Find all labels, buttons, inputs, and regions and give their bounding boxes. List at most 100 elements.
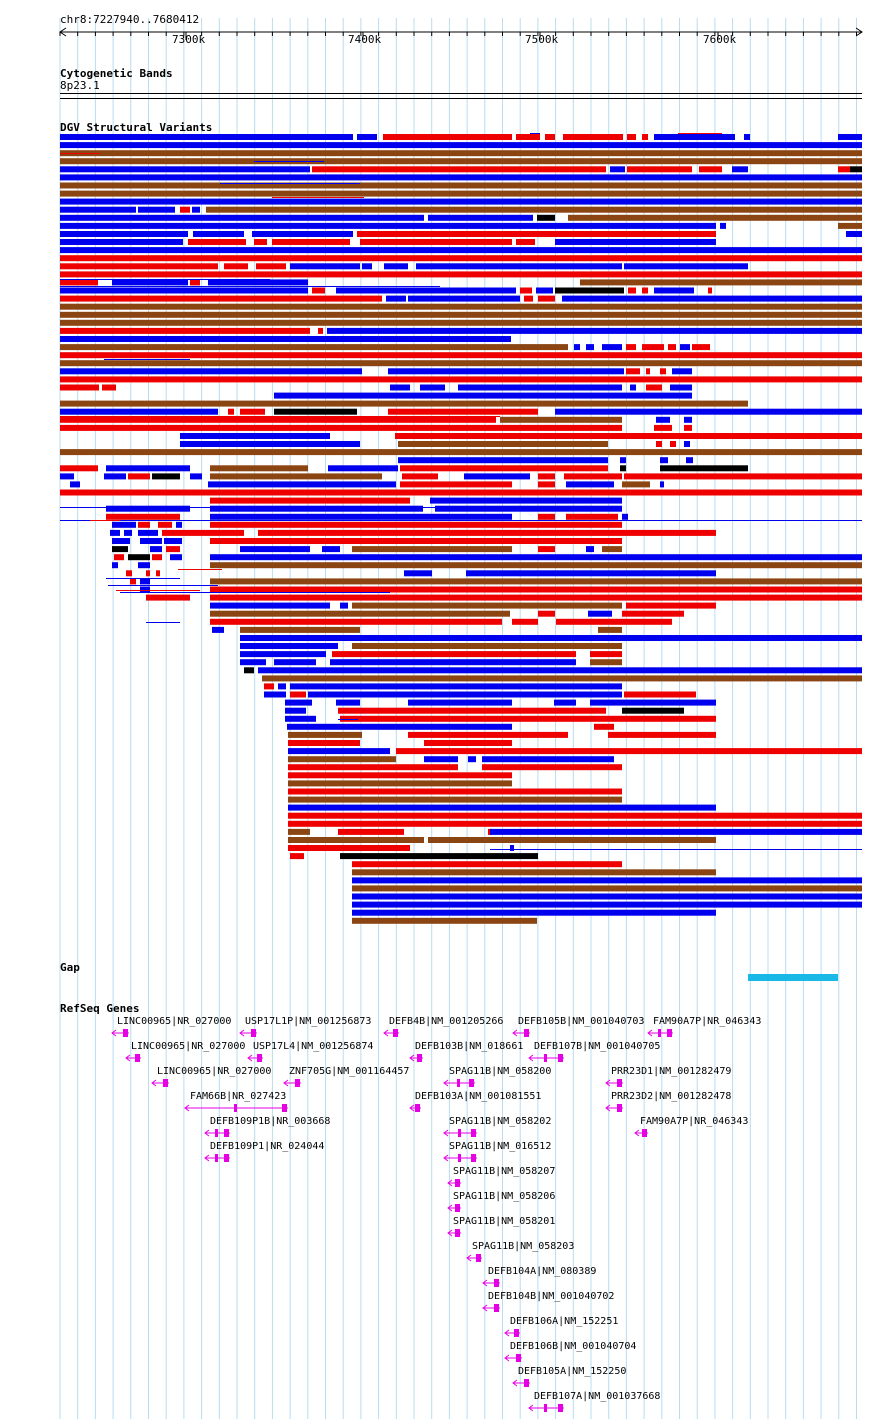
dgv-variant-r48-s2[interactable] — [158, 521, 172, 528]
dgv-variant-r0-s3[interactable] — [516, 134, 540, 140]
dgv-variant-r24-s1[interactable] — [318, 327, 323, 334]
dgv-variant-r26-s3[interactable] — [602, 344, 622, 351]
dgv-variant-r41-s4[interactable] — [400, 465, 608, 472]
dgv-variant-r13-s1[interactable] — [188, 239, 246, 245]
dgv-variant-r10-s0[interactable] — [60, 214, 424, 221]
dgv-variant-r8-s0[interactable] — [60, 198, 862, 205]
dgv-variant-r58-s3[interactable] — [626, 602, 716, 609]
dgv-variant-r3-s0[interactable] — [60, 158, 862, 165]
dgv-variant-r13-s6[interactable] — [555, 239, 716, 245]
dgv-variant-r18-s4[interactable] — [580, 279, 862, 286]
dgv-variant-r49-s0[interactable] — [110, 529, 120, 536]
dgv-variant-r47-s4[interactable] — [622, 513, 628, 520]
dgv-variant-r4-s2[interactable] — [610, 166, 625, 173]
dgv-variant-r0-s2[interactable] — [383, 134, 512, 140]
dgv-variant-r57-s0[interactable] — [146, 594, 190, 601]
dgv-variant-r88-s1[interactable] — [510, 845, 514, 851]
dgv-variant-r78-s1[interactable] — [482, 764, 622, 771]
dgv-variant-r77-s3[interactable] — [482, 756, 614, 763]
dgv-variant-r2-s0[interactable] — [60, 150, 862, 157]
dgv-variant-r32-s0[interactable] — [274, 392, 692, 399]
dgv-variant-r16-s1[interactable] — [224, 263, 248, 270]
dgv-variant-r4-s3[interactable] — [627, 166, 692, 173]
dgv-variant-r12-s4[interactable] — [846, 231, 862, 237]
dgv-variant-r23-s0[interactable] — [60, 319, 862, 326]
dgv-variant-r49-s2[interactable] — [138, 529, 158, 536]
dgv-variant-r26-s5[interactable] — [642, 344, 664, 351]
dgv-variant-r9-s1[interactable] — [138, 206, 175, 213]
dgv-variant-r65-s3[interactable] — [590, 659, 622, 666]
dgv-variant-r35-s1[interactable] — [500, 416, 622, 423]
dgv-variant-r92-s0[interactable] — [352, 877, 862, 884]
dgv-variant-r31-s4[interactable] — [458, 384, 622, 391]
dgv-variant-r77-s1[interactable] — [424, 756, 458, 763]
dgv-variant-r11-s0[interactable] — [60, 222, 716, 229]
dgv-variant-r54-s2[interactable] — [156, 570, 160, 577]
dgv-variant-r52-s3[interactable] — [170, 554, 182, 561]
dgv-variant-r43-s4[interactable] — [566, 481, 614, 488]
dgv-variant-r54-s1[interactable] — [146, 570, 150, 577]
dgv-variant-r55-s2[interactable] — [210, 578, 862, 585]
dgv-variant-r16-s3[interactable] — [290, 263, 360, 270]
dgv-variant-r4-s1[interactable] — [312, 166, 606, 173]
dgv-variant-r22-s0[interactable] — [60, 311, 862, 318]
dgv-variant-r59-s0[interactable] — [210, 610, 510, 617]
dgv-variant-r67-s0[interactable] — [262, 675, 862, 682]
dgv-variant-r26-s6[interactable] — [668, 344, 676, 351]
dgv-variant-r25-s0[interactable] — [60, 336, 511, 342]
dgv-variant-r61-s1[interactable] — [240, 626, 360, 633]
dgv-variant-r71-s1[interactable] — [338, 707, 606, 714]
dgv-variant-r51-s5[interactable] — [352, 546, 512, 553]
dgv-variant-r71-s2[interactable] — [622, 707, 684, 714]
dgv-variant-r77-s0[interactable] — [288, 756, 396, 763]
dgv-variant-r74-s0[interactable] — [288, 731, 362, 738]
dgv-variant-r43-s5[interactable] — [622, 481, 650, 488]
dgv-variant-r31-s7[interactable] — [670, 384, 692, 391]
dgv-variant-r26-s2[interactable] — [586, 344, 594, 351]
dgv-variant-r44-s0[interactable] — [60, 489, 862, 496]
dgv-variant-r20-s0[interactable] — [60, 295, 382, 302]
dgv-variant-r9-s0[interactable] — [60, 206, 136, 213]
gene-label-0[interactable]: LINC00965|NR_027000 — [117, 1016, 232, 1027]
gene-label-5[interactable]: LINC00965|NR_027000 — [131, 1041, 246, 1052]
dgv-variant-r41-s3[interactable] — [328, 465, 398, 472]
dgv-variant-r0-s5[interactable] — [563, 134, 623, 140]
dgv-variant-r51-s6[interactable] — [538, 546, 555, 553]
dgv-variant-r24-s2[interactable] — [327, 327, 862, 334]
dgv-variant-r51-s8[interactable] — [602, 546, 622, 553]
dgv-variant-r9-s4[interactable] — [206, 206, 862, 213]
dgv-variant-r19-s2[interactable] — [336, 287, 516, 294]
dgv-variant-r0-s8[interactable] — [654, 134, 735, 140]
dgv-variant-r16-s2[interactable] — [256, 263, 286, 270]
dgv-variant-r41-s0[interactable] — [60, 465, 98, 472]
dgv-variant-r26-s8[interactable] — [692, 344, 710, 351]
dgv-variant-r62-s0[interactable] — [240, 635, 862, 641]
dgv-variant-r71-s0[interactable] — [285, 707, 306, 714]
gene-label-10[interactable]: ZNF705G|NM_001164457 — [289, 1066, 410, 1077]
dgv-variant-r46-s0[interactable] — [106, 505, 190, 512]
dgv-variant-r24-s0[interactable] — [60, 327, 310, 334]
dgv-variant-r13-s0[interactable] — [60, 239, 183, 245]
dgv-variant-r70-s0[interactable] — [285, 699, 312, 706]
dgv-variant-r13-s2[interactable] — [254, 239, 267, 245]
dgv-variant-r61-s2[interactable] — [598, 626, 622, 633]
dgv-variant-r65-s0[interactable] — [240, 659, 266, 666]
dgv-variant-r12-s1[interactable] — [193, 231, 244, 237]
dgv-variant-r56-s1[interactable] — [210, 586, 862, 593]
dgv-variant-r42-s4[interactable] — [190, 473, 202, 480]
gene-label-30[interactable]: DEFB107A|NM_001037668 — [534, 1391, 661, 1402]
dgv-variant-r49-s1[interactable] — [124, 529, 132, 536]
dgv-variant-r47-s2[interactable] — [538, 513, 555, 520]
dgv-variant-r59-s1[interactable] — [538, 610, 555, 617]
dgv-variant-r72-s0[interactable] — [285, 715, 316, 722]
dgv-variant-r78-s0[interactable] — [288, 764, 458, 771]
dgv-variant-r96-s0[interactable] — [352, 909, 716, 916]
dgv-variant-r21-s0[interactable] — [60, 303, 862, 310]
dgv-variant-r12-s2[interactable] — [252, 231, 353, 237]
dgv-variant-r52-s4[interactable] — [210, 554, 862, 561]
dgv-variant-r34-s0[interactable] — [60, 408, 218, 415]
dgv-variant-r40-s3[interactable] — [686, 457, 693, 464]
dgv-variant-r35-s0[interactable] — [60, 416, 496, 423]
dgv-variant-r91-s0[interactable] — [352, 869, 716, 876]
gene-label-8[interactable]: DEFB107B|NM_001040705 — [534, 1041, 661, 1052]
